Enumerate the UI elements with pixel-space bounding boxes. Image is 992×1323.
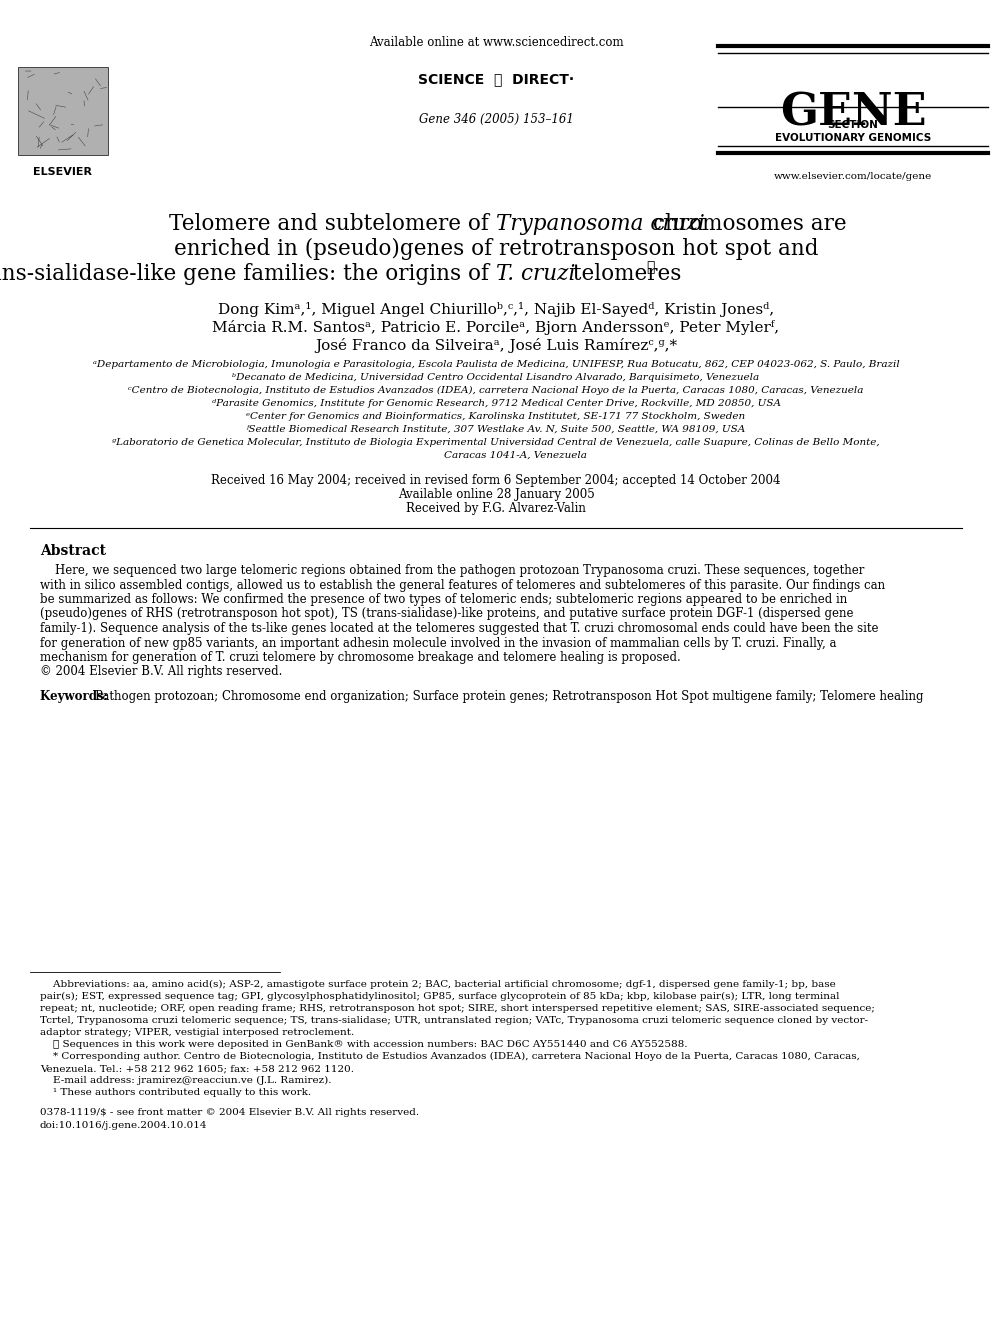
Text: ᶠSeattle Biomedical Research Institute, 307 Westlake Av. N, Suite 500, Seattle, : ᶠSeattle Biomedical Research Institute, … — [246, 425, 746, 434]
Text: ᵃDepartamento de Microbiologia, Imunologia e Parasitologia, Escola Paulista de M: ᵃDepartamento de Microbiologia, Imunolog… — [92, 360, 900, 369]
Text: Gene 346 (2005) 153–161: Gene 346 (2005) 153–161 — [419, 112, 573, 126]
Text: © 2004 Elsevier B.V. All rights reserved.: © 2004 Elsevier B.V. All rights reserved… — [40, 665, 283, 679]
Text: ¹ These authors contributed equally to this work.: ¹ These authors contributed equally to t… — [40, 1088, 311, 1097]
Text: Márcia R.M. Santosᵃ, Patricio E. Porcileᵃ, Bjorn Anderssonᵉ, Peter Mylerᶠ,: Márcia R.M. Santosᵃ, Patricio E. Porcile… — [212, 320, 780, 335]
Text: Received by F.G. Alvarez-Valin: Received by F.G. Alvarez-Valin — [406, 501, 586, 515]
Text: Abbreviations: aa, amino acid(s); ASP-2, amastigote surface protein 2; BAC, bact: Abbreviations: aa, amino acid(s); ASP-2,… — [40, 980, 835, 990]
Text: 0378-1119/$ - see front matter © 2004 Elsevier B.V. All rights reserved.: 0378-1119/$ - see front matter © 2004 El… — [40, 1107, 420, 1117]
Text: www.elsevier.com/locate/gene: www.elsevier.com/locate/gene — [774, 172, 932, 181]
Text: telomeres: telomeres — [566, 263, 682, 284]
Text: repeat; nt, nucleotide; ORF, open reading frame; RHS, retrotransposon hot spot; : repeat; nt, nucleotide; ORF, open readin… — [40, 1004, 875, 1013]
Text: * Corresponding author. Centro de Biotecnologia, Instituto de Estudios Avanzados: * Corresponding author. Centro de Biotec… — [40, 1052, 860, 1061]
FancyBboxPatch shape — [18, 67, 108, 155]
Text: ᵈParasite Genomics, Institute for Genomic Research, 9712 Medical Center Drive, R: ᵈParasite Genomics, Institute for Genomi… — [211, 400, 781, 407]
Text: trans-sialidase-like gene families: the origins of: trans-sialidase-like gene families: the … — [0, 263, 496, 284]
Text: ★ Sequences in this work were deposited in GenBank® with accession numbers: BAC : ★ Sequences in this work were deposited … — [40, 1040, 687, 1049]
Text: Tcrtel, Trypanosoma cruzi telomeric sequence; TS, trans-sialidase; UTR, untransl: Tcrtel, Trypanosoma cruzi telomeric sequ… — [40, 1016, 868, 1025]
Text: GENE: GENE — [780, 93, 927, 135]
Text: (pseudo)genes of RHS (retrotransposon hot spot), TS (trans-sialidase)-like prote: (pseudo)genes of RHS (retrotransposon ho… — [40, 607, 853, 620]
Text: chromosomes are: chromosomes are — [646, 213, 846, 235]
Text: mechanism for generation of T. cruzi telomere by chromosome breakage and telomer: mechanism for generation of T. cruzi tel… — [40, 651, 681, 664]
Text: adaptor strategy; VIPER, vestigial interposed retroclement.: adaptor strategy; VIPER, vestigial inter… — [40, 1028, 354, 1037]
Text: EVOLUTIONARY GENOMICS: EVOLUTIONARY GENOMICS — [775, 134, 931, 143]
Text: ☆: ☆ — [647, 261, 655, 274]
Text: Here, we sequenced two large telomeric regions obtained from the pathogen protoz: Here, we sequenced two large telomeric r… — [40, 564, 864, 577]
Text: Caracas 1041-A, Venezuela: Caracas 1041-A, Venezuela — [405, 451, 587, 460]
Text: SCIENCE  ⓐ  DIRECT·: SCIENCE ⓐ DIRECT· — [418, 71, 574, 86]
Text: doi:10.1016/j.gene.2004.10.014: doi:10.1016/j.gene.2004.10.014 — [40, 1121, 207, 1130]
Text: Trypanosoma cruzi: Trypanosoma cruzi — [496, 213, 704, 235]
Text: ELSEVIER: ELSEVIER — [34, 167, 92, 177]
Text: T. cruzi: T. cruzi — [496, 263, 575, 284]
Text: pair(s); EST, expressed sequence tag; GPI, glycosylphosphatidylinositol; GP85, s: pair(s); EST, expressed sequence tag; GP… — [40, 992, 839, 1002]
Text: Venezuela. Tel.: +58 212 962 1605; fax: +58 212 962 1120.: Venezuela. Tel.: +58 212 962 1605; fax: … — [40, 1064, 354, 1073]
Text: Abstract: Abstract — [40, 544, 106, 558]
Text: with in silico assembled contigs, allowed us to establish the general features o: with in silico assembled contigs, allowe… — [40, 578, 885, 591]
Text: SECTION: SECTION — [827, 120, 879, 130]
Text: ᵍLaboratorio de Genetica Molecular, Instituto de Biologia Experimental Universid: ᵍLaboratorio de Genetica Molecular, Inst… — [112, 438, 880, 447]
Text: ᵇDecanato de Medicina, Universidad Centro Occidental Lisandro Alvarado, Barquisi: ᵇDecanato de Medicina, Universidad Centr… — [232, 373, 760, 382]
Text: ᶜCentro de Biotecnologia, Instituto de Estudios Avanzados (IDEA), carretera Naci: ᶜCentro de Biotecnologia, Instituto de E… — [128, 386, 864, 396]
Text: Available online at www.sciencedirect.com: Available online at www.sciencedirect.co… — [369, 36, 623, 49]
Text: Available online 28 January 2005: Available online 28 January 2005 — [398, 488, 594, 501]
Text: Received 16 May 2004; received in revised form 6 September 2004; accepted 14 Oct: Received 16 May 2004; received in revise… — [211, 474, 781, 487]
Text: Pathogen protozoan; Chromosome end organization; Surface protein genes; Retrotra: Pathogen protozoan; Chromosome end organ… — [95, 691, 924, 703]
Text: family-1). Sequence analysis of the ts-like genes located at the telomeres sugge: family-1). Sequence analysis of the ts-l… — [40, 622, 879, 635]
Text: Keywords:: Keywords: — [40, 691, 112, 703]
Text: ᵉCenter for Genomics and Bioinformatics, Karolinska Institutet, SE-171 77 Stockh: ᵉCenter for Genomics and Bioinformatics,… — [246, 411, 746, 421]
Text: José Franco da Silveiraᵃ, José Luis Ramírezᶜ,ᵍ,*: José Franco da Silveiraᵃ, José Luis Ramí… — [314, 337, 678, 353]
Text: be summarized as follows: We confirmed the presence of two types of telomeric en: be summarized as follows: We confirmed t… — [40, 593, 847, 606]
Text: for generation of new gp85 variants, an important adhesin molecule involved in t: for generation of new gp85 variants, an … — [40, 636, 836, 650]
Text: Dong Kimᵃ,¹, Miguel Angel Chiurilloᵇ,ᶜ,¹, Najib El-Sayedᵈ, Kristin Jonesᵈ,: Dong Kimᵃ,¹, Miguel Angel Chiurilloᵇ,ᶜ,¹… — [218, 302, 774, 318]
Text: E-mail address: jramirez@reacciun.ve (J.L. Ramirez).: E-mail address: jramirez@reacciun.ve (J.… — [40, 1076, 331, 1085]
Text: Telomere and subtelomere of: Telomere and subtelomere of — [170, 213, 496, 235]
Text: enriched in (pseudo)genes of retrotransposon hot spot and: enriched in (pseudo)genes of retrotransp… — [174, 238, 818, 261]
